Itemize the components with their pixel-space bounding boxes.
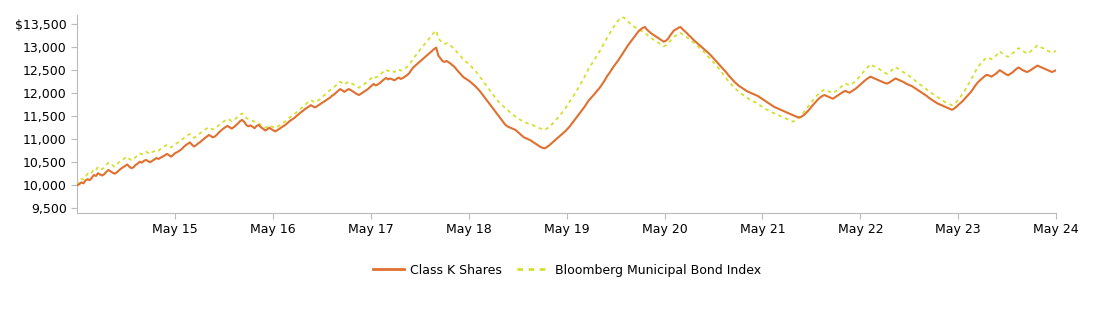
Legend: Class K Shares, Bloomberg Municipal Bond Index: Class K Shares, Bloomberg Municipal Bond… bbox=[368, 259, 766, 282]
